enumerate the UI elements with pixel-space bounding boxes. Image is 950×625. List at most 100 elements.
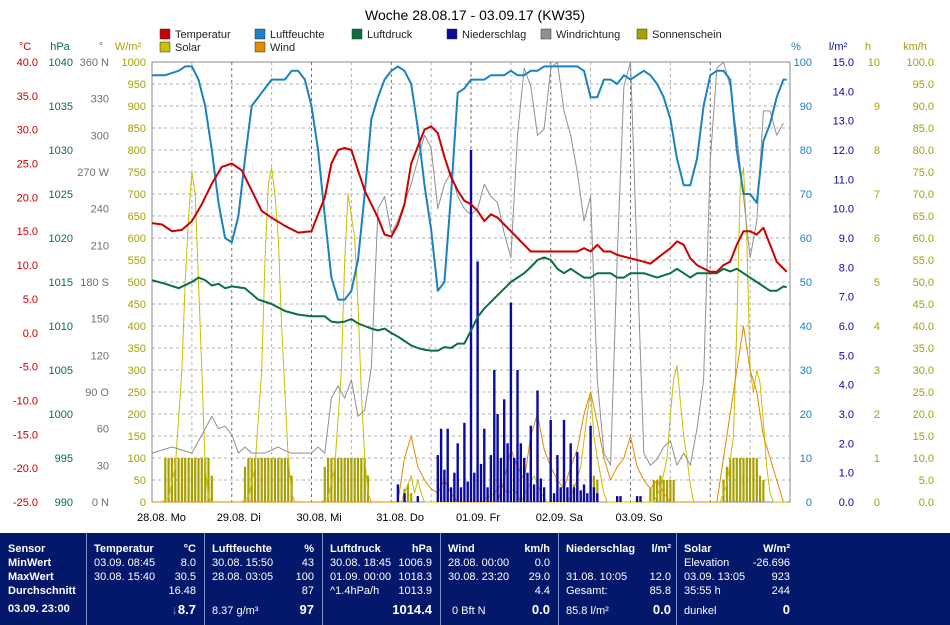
axis-rain-tick-8: 7.0	[839, 292, 854, 304]
rain-bar-38	[556, 455, 559, 502]
axis-humidity-tick-1: 90	[800, 101, 812, 113]
legend-label-5: Sonnenschein	[652, 29, 722, 41]
sunshine-bar-20	[260, 458, 263, 502]
series-temperature	[151, 125, 788, 273]
axis-rain-unit: l/m²	[829, 41, 848, 53]
stats-hum-max-value: 100	[295, 571, 314, 583]
sunshine-bar-5	[180, 458, 183, 502]
axis-wind-tick-20: 0.0	[919, 497, 934, 509]
rain-bar-31	[529, 425, 532, 502]
rain-bar-14	[473, 472, 476, 502]
axis-temp-tick-3: 25.0	[17, 159, 38, 171]
sunshine-bar-25	[277, 458, 280, 502]
axis-wind-tick-9: 55.0	[913, 255, 934, 267]
legend-label-7: Wind	[270, 42, 295, 54]
axis-pressure-tick-6: 1010	[49, 321, 73, 333]
axis-wind-tick-3: 85.0	[913, 123, 934, 135]
rain-bar-7	[449, 487, 453, 502]
axis-sunhours-tick-2: 8	[874, 145, 880, 157]
axis-direction-tick-0: 360 N	[80, 57, 109, 69]
rain-bar-32	[532, 484, 536, 502]
weather-chart: Woche 28.08.17 - 03.09.17 (KW35) Temperat…	[13, 7, 934, 524]
axis-solar-tick-1: 950	[128, 79, 146, 91]
axis-direction-tick-7: 150	[91, 314, 109, 326]
rain-bar-33	[536, 390, 539, 502]
axis-pressure-tick-1: 1035	[49, 101, 73, 113]
axis-wind-tick-8: 60.0	[913, 233, 934, 245]
axis-solar-tick-12: 400	[128, 321, 146, 333]
stats-temp-current: ↓8.7	[171, 603, 196, 616]
rain-bar-23	[503, 399, 506, 502]
axis-solar-tick-13: 350	[128, 343, 146, 355]
axis-solar-tick-17: 150	[128, 431, 146, 443]
axis-humidity-tick-5: 50	[800, 277, 812, 289]
stats-press-current: 1014.4	[392, 602, 432, 617]
sunshine-bar-14	[210, 475, 213, 502]
axis-pressure-tick-9: 995	[55, 453, 73, 465]
sunshine-bar-60	[666, 480, 669, 502]
sunshine-bar-67	[735, 458, 738, 502]
rain-bar-49	[592, 487, 596, 502]
stats-temp-max-time: 30.08. 15:40	[94, 571, 156, 583]
stats-col-humidity: Luftfeuchte % 30.08. 15:50 43 28.08. 03:…	[204, 533, 323, 625]
series-humidity	[152, 65, 787, 301]
sunshine-bar-36	[343, 458, 346, 502]
axis-solar-tick-5: 750	[128, 167, 146, 179]
axis-sunhours-tick-4: 6	[874, 233, 880, 245]
legend-label-2: Luftdruck	[367, 29, 413, 41]
rain-bar-19	[489, 455, 493, 502]
axis-humidity-tick-8: 20	[800, 409, 812, 421]
rain-bar-11	[463, 422, 466, 502]
rain-bar-48	[589, 425, 592, 502]
axis-solar-tick-10: 500	[128, 277, 146, 289]
axis-sunhours-tick-10: 0	[874, 497, 880, 509]
stats-wind-min-value: 0.0	[534, 557, 550, 569]
stats-hum-max-time: 28.08. 03:05	[212, 571, 274, 583]
sunshine-bar-9	[194, 458, 197, 502]
axis-wind-tick-0: 100.0	[906, 57, 934, 69]
axis-direction-tick-11: 30	[97, 460, 109, 472]
sunshine-bar-4	[177, 458, 180, 502]
axis-direction-tick-3: 270 W	[77, 167, 109, 179]
sunshine-bar-66	[732, 458, 735, 502]
axis-temp-tick-6: 10.0	[17, 260, 38, 272]
rain-bar-39	[559, 487, 562, 502]
sunshine-bar-15	[243, 466, 247, 502]
stats-rain-title: Niederschlag	[566, 543, 636, 555]
stats-hum-avg-value: 87	[301, 585, 314, 597]
axis-pressure-tick-8: 1000	[49, 409, 73, 421]
sunshine-bar-30	[323, 466, 326, 502]
sunshine-bar-35	[340, 458, 343, 502]
axis-pressure-tick-3: 1025	[49, 189, 73, 201]
day-label-1: 29.08. Di	[217, 512, 261, 524]
axis-humidity-tick-6: 40	[800, 321, 812, 333]
stats-col-pressure: Luftdruck hPa 30.08. 18:45 1006.9 01.09.…	[322, 533, 441, 625]
sunshine-bar-1	[167, 458, 170, 502]
legend-swatch-3	[446, 28, 458, 40]
sunshine-bar-55	[649, 488, 652, 502]
rain-bar-5	[443, 469, 446, 502]
sunshine-bar-18	[253, 458, 257, 502]
rain-bar-9	[456, 443, 459, 502]
stats-temp-unit: °C	[183, 543, 196, 555]
rain-bar-37	[552, 493, 556, 502]
rain-bar-0	[396, 484, 400, 502]
axis-rain-tick-2: 13.0	[833, 116, 854, 128]
axis-temp-unit: °C	[19, 41, 31, 53]
rain-bar-27	[516, 370, 519, 502]
rain-bar-3	[436, 455, 439, 502]
sunshine-bar-38	[350, 458, 353, 502]
axis-rain-tick-10: 5.0	[839, 350, 854, 362]
stats-temp-max-value: 30.5	[174, 571, 196, 583]
axis-rain-tick-3: 12.0	[833, 145, 854, 157]
stats-temp-title: Temperatur	[94, 543, 154, 555]
axis-humidity-tick-7: 30	[800, 365, 812, 377]
axis-rain-tick-12: 3.0	[839, 409, 854, 421]
day-label-5: 02.09. Sa	[536, 512, 584, 524]
stats-hum-min-time: 30.08. 15:50	[212, 557, 274, 569]
sunshine-bar-0	[164, 458, 167, 502]
rain-bar-29	[523, 458, 526, 502]
rain-bar-22	[499, 458, 503, 502]
sunshine-bar-2	[170, 458, 173, 502]
rain-bar-34	[539, 478, 542, 502]
